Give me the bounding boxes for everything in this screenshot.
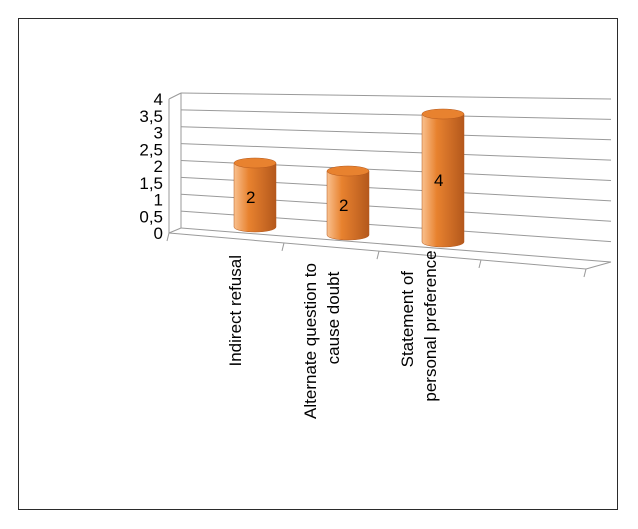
y-axis-tick-labels: 00,511,522,533,54 xyxy=(139,90,163,243)
y-tick-label: 0,5 xyxy=(139,207,163,226)
bar: 4 xyxy=(421,108,465,248)
bar-data-label: 2 xyxy=(246,188,255,207)
bar: 2 xyxy=(233,157,277,233)
x-tick-label: Statement of personal preference xyxy=(398,250,440,401)
y-tick-label: 1,5 xyxy=(139,174,163,193)
side-wall-top xyxy=(168,92,182,100)
cylinder-bar-chart: 00,511,522,533,54 2 24 Indirect refusal Al… xyxy=(139,90,612,419)
x-axis-tick xyxy=(281,242,285,252)
y-tick-label: 2,5 xyxy=(139,140,163,159)
x-axis-tick xyxy=(166,232,170,242)
x-axis-tick xyxy=(478,259,482,269)
x-tick-label-line: personal preference xyxy=(421,250,440,401)
x-tick-label-line: cause doubt xyxy=(324,271,343,364)
y-tick-label: 4 xyxy=(154,90,163,109)
gridlines xyxy=(166,92,612,278)
bar-body xyxy=(421,113,465,248)
bar: 2 xyxy=(326,165,370,241)
gridline xyxy=(180,227,612,263)
x-tick-label-line: Statement of xyxy=(398,271,417,368)
y-tick-label: 2 xyxy=(154,157,163,176)
y-tick-label: 3,5 xyxy=(139,107,163,126)
floor-right-edge xyxy=(585,261,612,270)
x-axis-tick xyxy=(583,268,587,278)
x-tick-label-line: Alternate question to xyxy=(301,263,320,419)
gridline xyxy=(180,92,612,100)
y-tick-label: 0 xyxy=(154,224,163,243)
bar-top xyxy=(326,165,370,177)
bar-body xyxy=(326,170,370,241)
x-tick-label: Alternate question to cause doubt xyxy=(301,263,343,419)
x-tick-label: Indirect refusal xyxy=(226,255,245,367)
gridline xyxy=(180,109,612,120)
gridline xyxy=(180,126,612,141)
floor-front-edge xyxy=(168,232,587,270)
bar-data-label: 2 xyxy=(339,196,348,215)
bar-top xyxy=(421,108,465,120)
gridline xyxy=(180,143,612,161)
x-axis-category-labels: Indirect refusal Alternate question to cau… xyxy=(226,250,440,419)
bar-top xyxy=(233,157,277,169)
floor-left-edge xyxy=(168,227,182,234)
x-tick-label-line: Indirect refusal xyxy=(226,255,245,367)
x-axis-tick xyxy=(376,251,380,260)
y-tick-label: 3 xyxy=(154,124,163,143)
y-tick-label: 1 xyxy=(154,191,163,210)
bar-data-label: 4 xyxy=(434,171,443,190)
bar-body xyxy=(233,162,277,233)
bars: 2 2 4 xyxy=(233,108,465,248)
